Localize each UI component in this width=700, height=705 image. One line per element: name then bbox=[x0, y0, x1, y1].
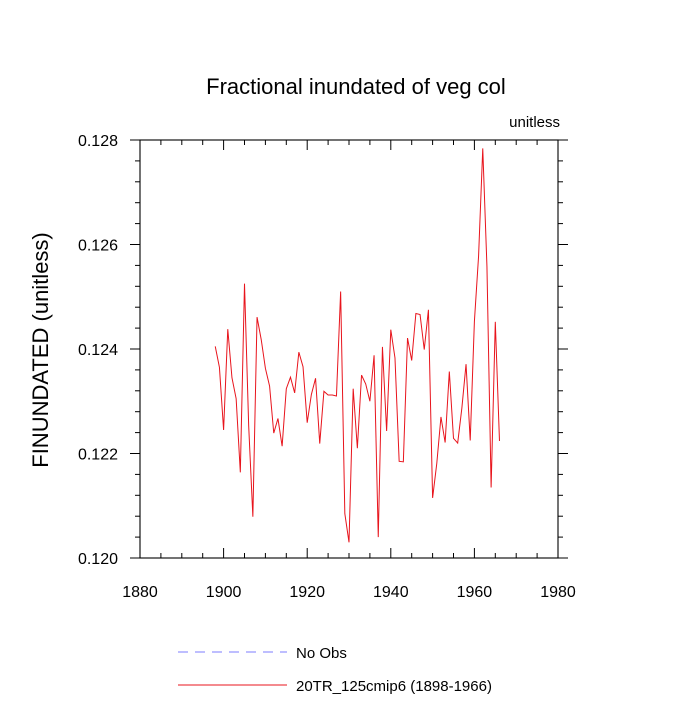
series-line bbox=[214, 148, 500, 543]
legend: No Obs 20TR_125cmip6 (1898-1966) bbox=[178, 645, 492, 695]
x-tick-label: 1980 bbox=[540, 584, 576, 601]
tick-layer: 1880 1900 1920 1940 1960 1980 0.120 0.122 0.124 0… bbox=[78, 133, 576, 601]
x-tick-label: 1960 bbox=[457, 584, 493, 601]
y-tick-label: 0.128 bbox=[78, 133, 118, 150]
x-tick-label: 1880 bbox=[122, 584, 158, 601]
legend-label: 20TR_125cmip6 (1898-1966) bbox=[296, 678, 492, 695]
units-label: unitless bbox=[509, 114, 560, 131]
legend-label: No Obs bbox=[296, 645, 347, 662]
chart-title: Fractional inundated of veg col bbox=[206, 74, 506, 99]
x-tick-label: 1940 bbox=[373, 584, 409, 601]
y-tick-label: 0.120 bbox=[78, 551, 118, 568]
y-axis-label: FINUNDATED (unitless) bbox=[28, 232, 53, 468]
y-tick-label: 0.122 bbox=[78, 447, 118, 464]
plot-frame bbox=[139, 139, 559, 559]
y-tick-label: 0.124 bbox=[78, 342, 118, 359]
x-tick-label: 1920 bbox=[289, 584, 325, 601]
y-tick-label: 0.126 bbox=[78, 238, 118, 255]
x-tick-label: 1900 bbox=[206, 584, 242, 601]
series-layer bbox=[214, 148, 500, 543]
